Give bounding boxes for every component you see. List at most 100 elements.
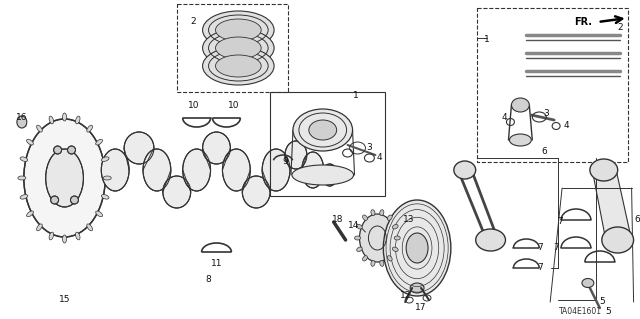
Ellipse shape (103, 176, 111, 180)
Ellipse shape (101, 195, 109, 199)
Ellipse shape (392, 225, 398, 229)
Ellipse shape (262, 149, 290, 191)
Text: 5: 5 (599, 298, 605, 307)
Ellipse shape (49, 232, 54, 240)
Ellipse shape (163, 176, 191, 208)
Ellipse shape (70, 196, 79, 204)
Text: 7: 7 (538, 263, 543, 272)
Text: 17: 17 (415, 303, 427, 313)
Ellipse shape (216, 55, 261, 77)
Ellipse shape (203, 132, 230, 164)
Text: 1: 1 (484, 35, 490, 44)
Ellipse shape (590, 159, 618, 181)
Bar (270, 92, 385, 196)
Ellipse shape (101, 157, 109, 161)
Ellipse shape (124, 132, 154, 164)
Ellipse shape (63, 113, 67, 121)
Text: 2: 2 (191, 18, 196, 26)
Ellipse shape (36, 224, 42, 231)
Ellipse shape (49, 116, 54, 124)
Ellipse shape (454, 161, 476, 179)
Ellipse shape (476, 229, 506, 251)
Ellipse shape (27, 139, 33, 145)
Ellipse shape (27, 211, 33, 217)
Ellipse shape (24, 119, 105, 237)
Ellipse shape (243, 176, 270, 208)
Text: 12: 12 (399, 292, 411, 300)
Text: 9: 9 (282, 158, 288, 167)
Ellipse shape (63, 235, 67, 243)
Ellipse shape (223, 149, 250, 191)
Ellipse shape (183, 149, 211, 191)
Ellipse shape (18, 176, 26, 180)
Ellipse shape (387, 215, 392, 220)
Ellipse shape (380, 210, 384, 216)
Ellipse shape (292, 165, 353, 185)
Polygon shape (592, 168, 632, 240)
Text: 3: 3 (367, 144, 372, 152)
Ellipse shape (87, 125, 93, 132)
Text: 4: 4 (502, 114, 508, 122)
Ellipse shape (392, 247, 398, 251)
Text: 7: 7 (557, 218, 563, 226)
Ellipse shape (95, 139, 102, 145)
Ellipse shape (68, 146, 76, 154)
Ellipse shape (602, 227, 634, 253)
Ellipse shape (293, 109, 353, 151)
Ellipse shape (356, 247, 362, 251)
Text: 5: 5 (605, 308, 611, 316)
Ellipse shape (54, 146, 61, 154)
Ellipse shape (360, 214, 396, 262)
Ellipse shape (143, 149, 171, 191)
Text: 6: 6 (635, 216, 640, 225)
Text: 10: 10 (228, 101, 239, 110)
Ellipse shape (216, 19, 261, 41)
Text: 7: 7 (538, 243, 543, 253)
Ellipse shape (17, 116, 27, 128)
Text: 15: 15 (59, 295, 70, 305)
Ellipse shape (410, 283, 424, 293)
Bar (477, 8, 628, 162)
Ellipse shape (509, 134, 531, 146)
Ellipse shape (363, 256, 367, 261)
Ellipse shape (380, 260, 384, 266)
Ellipse shape (51, 196, 59, 204)
Ellipse shape (76, 116, 80, 124)
Ellipse shape (582, 278, 594, 287)
Ellipse shape (76, 232, 80, 240)
Text: 6: 6 (541, 147, 547, 157)
Ellipse shape (383, 200, 451, 296)
Ellipse shape (203, 47, 274, 85)
Text: 2: 2 (617, 24, 623, 33)
Ellipse shape (363, 215, 367, 220)
Ellipse shape (216, 37, 261, 59)
Ellipse shape (355, 236, 360, 240)
Ellipse shape (285, 141, 307, 169)
Text: 7: 7 (553, 243, 559, 253)
Ellipse shape (101, 149, 129, 191)
Ellipse shape (309, 120, 337, 140)
Text: 16: 16 (16, 114, 28, 122)
Ellipse shape (302, 152, 324, 188)
Text: 13: 13 (403, 216, 415, 225)
Ellipse shape (45, 149, 83, 207)
Text: 14: 14 (348, 221, 359, 231)
Text: TA04E1601: TA04E1601 (559, 308, 602, 316)
Ellipse shape (511, 98, 529, 112)
Text: 4: 4 (376, 153, 382, 162)
Text: FR.: FR. (574, 17, 592, 27)
Ellipse shape (356, 225, 362, 229)
Ellipse shape (36, 125, 42, 132)
Ellipse shape (322, 164, 338, 186)
Ellipse shape (371, 210, 375, 216)
Bar (177, 4, 288, 92)
Ellipse shape (95, 211, 102, 217)
Ellipse shape (20, 195, 28, 199)
Ellipse shape (394, 236, 400, 240)
Ellipse shape (387, 256, 392, 261)
Text: 4: 4 (563, 122, 569, 130)
Text: 8: 8 (205, 276, 211, 285)
Ellipse shape (406, 233, 428, 263)
Text: 10: 10 (188, 101, 200, 110)
Text: 3: 3 (543, 109, 549, 118)
